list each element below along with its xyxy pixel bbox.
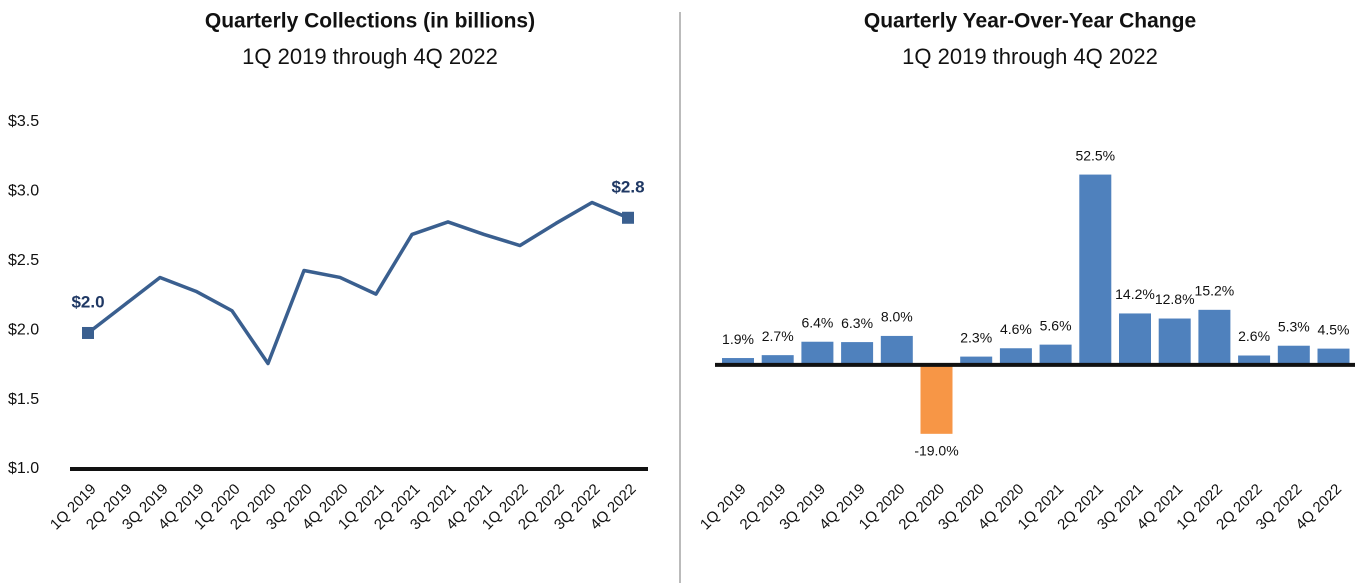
bar (1238, 355, 1271, 365)
value-label: 1.9% (722, 331, 754, 347)
value-label: 15.2% (1195, 283, 1235, 299)
bar (841, 342, 874, 365)
y-tick-label: $3.5 (8, 113, 39, 130)
value-label: 2.6% (1238, 328, 1270, 344)
chart-subtitle: 1Q 2019 through 4Q 2022 (242, 44, 498, 69)
line (86, 200, 629, 366)
bar (722, 358, 754, 365)
value-label: 4.5% (1318, 321, 1350, 337)
value-label: 8.0% (881, 309, 913, 325)
bar (920, 364, 953, 434)
value-label: $2.0 (71, 292, 104, 311)
bar (801, 341, 834, 365)
value-label: 4.6% (1000, 321, 1032, 337)
value-label: 5.6% (1040, 317, 1072, 333)
value-label: 12.8% (1155, 291, 1195, 307)
bar (1198, 309, 1231, 365)
bar (1158, 318, 1191, 365)
bar (1079, 174, 1112, 365)
y-tick-label: $3.0 (8, 183, 39, 200)
chart-title: Quarterly Year-Over-Year Change (864, 10, 1196, 33)
bar (880, 335, 913, 365)
chart-subtitle: 1Q 2019 through 4Q 2022 (902, 44, 1158, 69)
value-label: 6.3% (841, 315, 873, 331)
y-tick-label: $1.0 (8, 460, 39, 477)
value-label: 52.5% (1075, 147, 1115, 163)
marker (82, 326, 94, 339)
bar (999, 348, 1032, 365)
value-label: -19.0% (914, 443, 958, 459)
value-label: $2.8 (611, 177, 644, 196)
y-tick-label: $2.5 (8, 252, 39, 269)
y-tick-label: $2.0 (8, 321, 39, 338)
value-label: 14.2% (1115, 286, 1155, 302)
value-label: 2.3% (960, 329, 992, 345)
value-label: 6.4% (801, 314, 833, 330)
value-label: 2.7% (762, 328, 794, 344)
bar (761, 355, 794, 365)
bar (1277, 345, 1310, 365)
bar (1039, 344, 1072, 365)
bar (1317, 348, 1350, 365)
bar (960, 356, 993, 365)
value-label: 5.3% (1278, 318, 1310, 334)
chart-title: Quarterly Collections (in billions) (205, 10, 535, 33)
bar (1119, 313, 1151, 365)
marker (622, 211, 634, 224)
y-tick-label: $1.5 (8, 391, 39, 408)
